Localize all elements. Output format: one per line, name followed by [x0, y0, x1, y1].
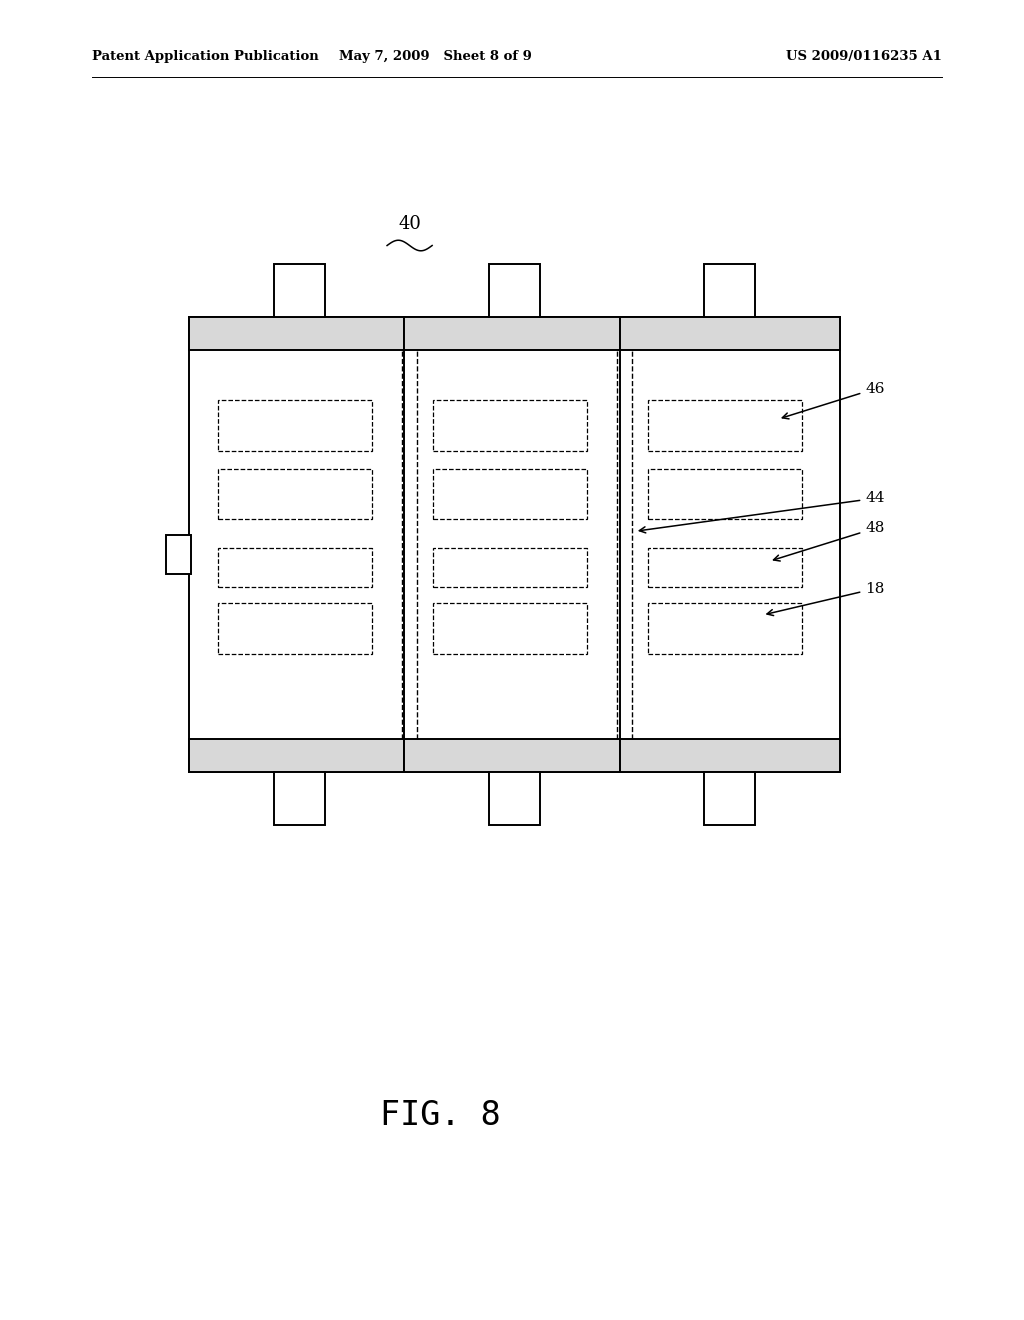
Bar: [273, 772, 325, 825]
Bar: [433, 603, 587, 653]
Bar: [218, 400, 372, 451]
Text: 40: 40: [398, 215, 421, 234]
Bar: [489, 772, 541, 825]
Bar: [648, 603, 802, 653]
Bar: [620, 317, 840, 772]
Bar: [404, 317, 625, 772]
Text: 44: 44: [639, 491, 885, 533]
Bar: [620, 739, 840, 772]
Bar: [218, 548, 372, 587]
Bar: [433, 469, 587, 519]
Text: 46: 46: [782, 381, 885, 418]
Bar: [273, 264, 325, 317]
Bar: [648, 548, 802, 587]
Bar: [404, 739, 625, 772]
Bar: [705, 264, 756, 317]
Bar: [166, 535, 191, 574]
Text: 18: 18: [767, 582, 885, 615]
Text: FIG. 8: FIG. 8: [380, 1098, 501, 1133]
Bar: [620, 317, 840, 350]
Bar: [433, 400, 587, 451]
Bar: [218, 469, 372, 519]
Bar: [189, 317, 410, 772]
Text: Patent Application Publication: Patent Application Publication: [92, 50, 318, 63]
Bar: [648, 469, 802, 519]
Text: May 7, 2009   Sheet 8 of 9: May 7, 2009 Sheet 8 of 9: [339, 50, 531, 63]
Bar: [404, 317, 625, 350]
Bar: [218, 603, 372, 653]
Bar: [433, 548, 587, 587]
Bar: [648, 400, 802, 451]
Text: 48: 48: [773, 521, 885, 561]
Bar: [189, 317, 410, 350]
Bar: [489, 264, 541, 317]
Bar: [189, 739, 410, 772]
Text: US 2009/0116235 A1: US 2009/0116235 A1: [786, 50, 942, 63]
Bar: [705, 772, 756, 825]
